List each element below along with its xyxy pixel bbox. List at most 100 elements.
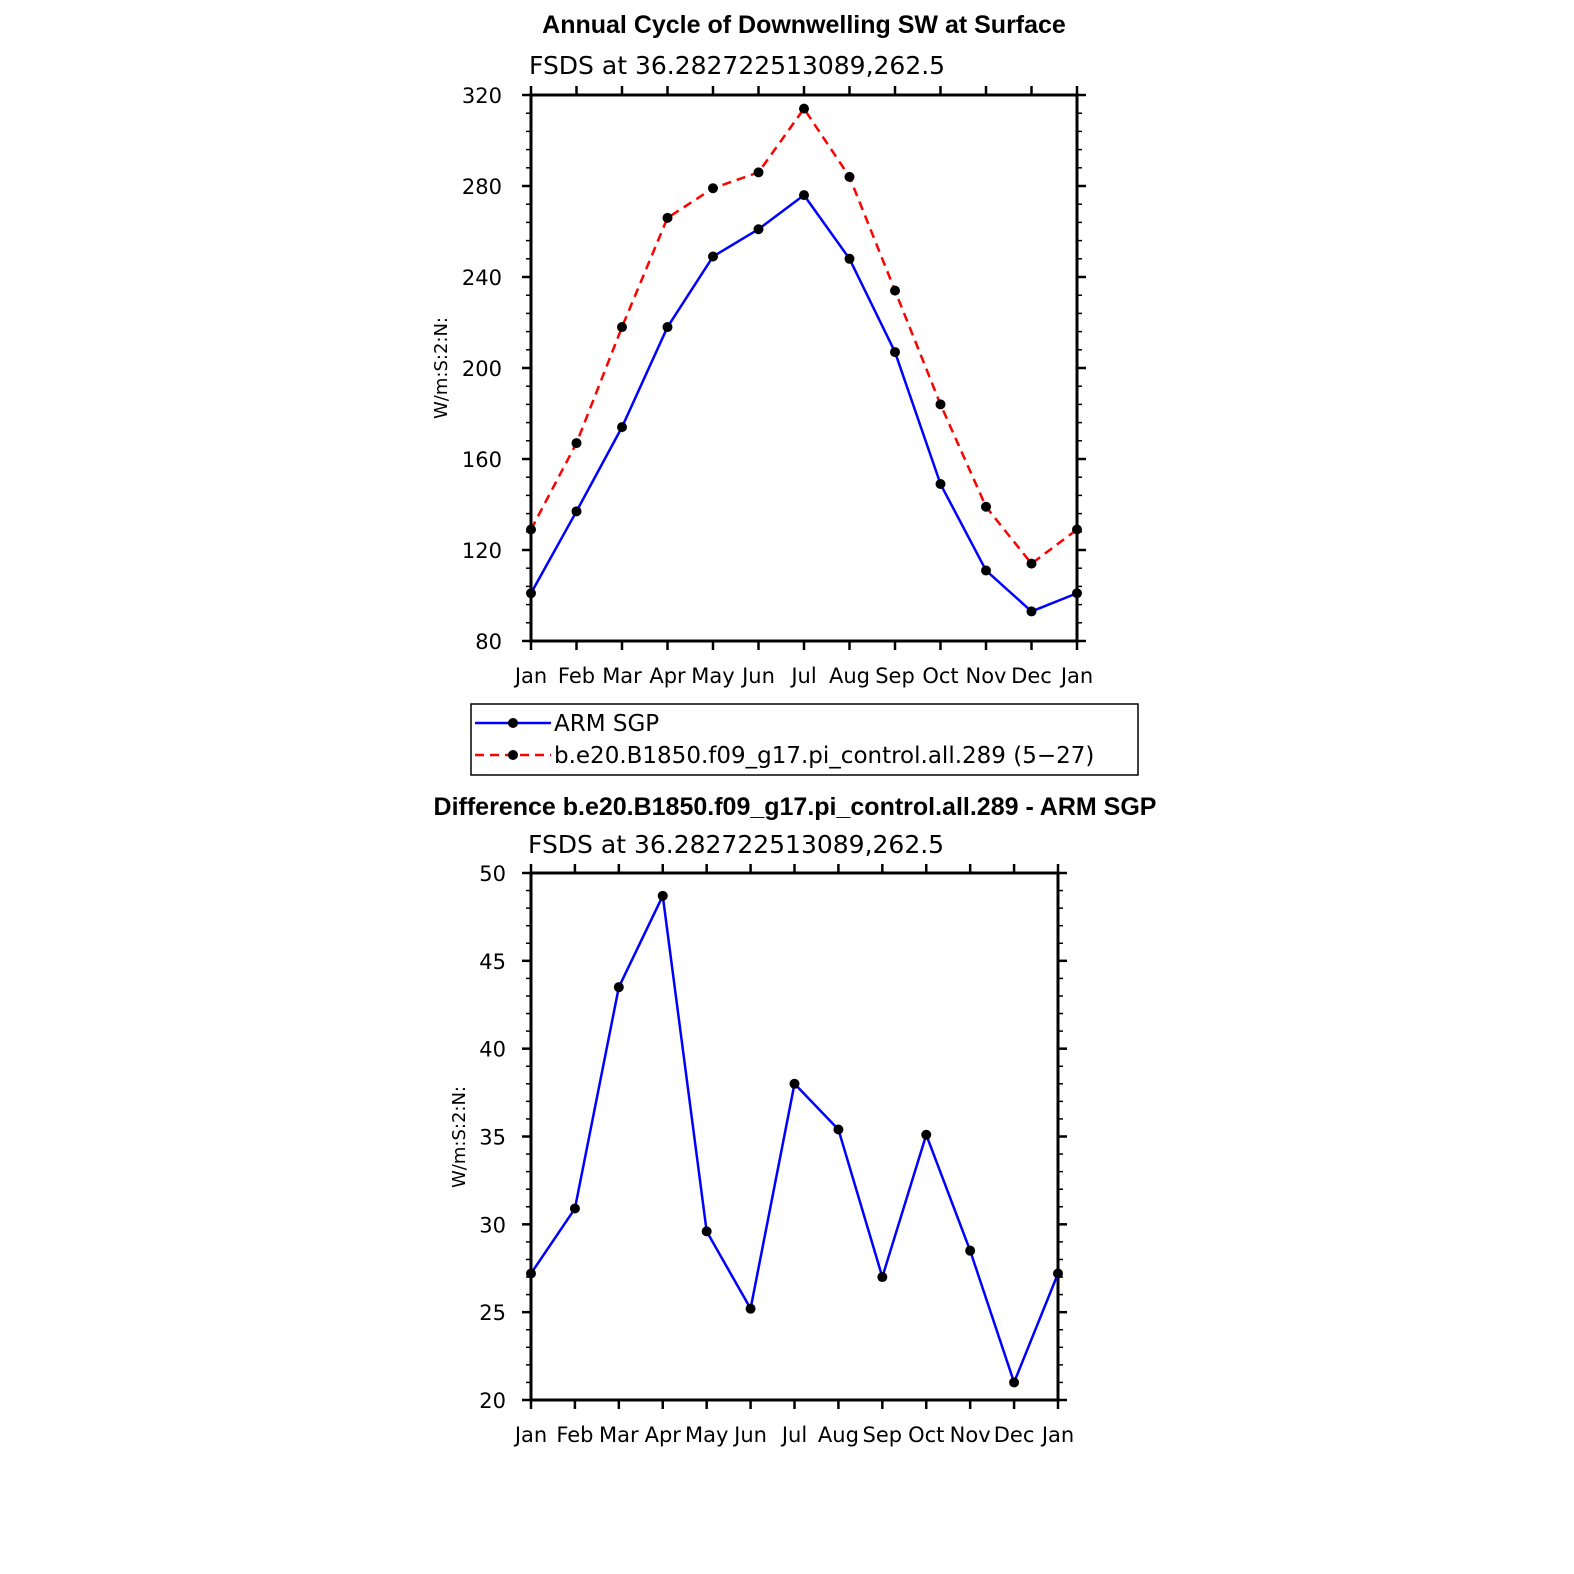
data-point (526, 524, 536, 535)
data-point (617, 322, 627, 333)
grid-ticks (522, 864, 1067, 1409)
legend: ARM SGP b.e20.B1850.f09_g17.pi_control.a… (470, 703, 1139, 776)
x-tick-label: Apr (645, 1423, 682, 1447)
data-point (921, 1129, 932, 1140)
chart-title: Annual Cycle of Downwelling SW at Surfac… (542, 11, 1066, 39)
series-lines (526, 103, 1082, 617)
x-tick-label: May (691, 664, 734, 688)
chart-subtitle: FSDS at 36.282722513089,262.5 (528, 830, 944, 859)
y-tick-label: 80 (475, 630, 502, 654)
x-tick-label: Mar (599, 1423, 639, 1447)
y-tick-label: 25 (479, 1301, 506, 1325)
x-tick-label: Jan (513, 664, 547, 688)
y-tick-label: 120 (462, 539, 502, 563)
data-point (844, 253, 855, 264)
x-tick-label: May (685, 1423, 728, 1447)
x-tick-labels: Jan Feb Mar Apr May Jun Jul Aug Sep Oct Nov Dec Jan (513, 1423, 1074, 1447)
data-point (571, 438, 582, 449)
y-tick-label: 280 (462, 175, 502, 199)
x-tick-labels: Jan Feb Mar Apr May Jun Jul Aug Sep Oct Nov Dec Jan (513, 664, 1093, 688)
data-point (662, 212, 673, 223)
legend-marker-model (508, 750, 518, 760)
data-point (708, 251, 718, 262)
x-tick-label: Jun (740, 664, 775, 688)
y-tick-label: 240 (462, 266, 502, 290)
y-tick-label: 40 (479, 1038, 506, 1062)
data-point (753, 224, 764, 235)
data-point (935, 399, 946, 410)
series-line (529, 107, 1078, 565)
grid-ticks (522, 86, 1086, 650)
series-line (529, 894, 1060, 1384)
data-point (662, 322, 673, 333)
data-point (844, 171, 855, 182)
series-lines (526, 890, 1063, 1388)
x-tick-label: Mar (602, 664, 642, 688)
legend-marker-arm-sgp (508, 718, 518, 728)
x-tick-label: Feb (558, 664, 595, 688)
x-tick-label: Dec (994, 1423, 1035, 1447)
data-point (799, 103, 809, 114)
y-tick-label: 20 (479, 1389, 506, 1413)
data-point (745, 1303, 756, 1314)
data-point (890, 285, 900, 296)
x-tick-label: Oct (922, 664, 958, 688)
data-point (657, 890, 668, 901)
y-axis-label: W/m:S:2:N: (431, 317, 452, 419)
data-point (1072, 524, 1082, 535)
chart-subtitle: FSDS at 36.282722513089,262.5 (529, 51, 945, 80)
series-line (529, 193, 1078, 613)
legend-box (470, 703, 1139, 776)
x-tick-label: Sep (863, 1423, 903, 1447)
plot-frame (529, 871, 1060, 1402)
y-tick-label: 35 (479, 1126, 506, 1150)
data-point (753, 167, 764, 178)
legend-label-model: b.e20.B1850.f09_g17.pi_control.all.289 (… (554, 743, 1094, 769)
data-point (877, 1272, 888, 1283)
y-tick-label: 320 (462, 84, 502, 108)
x-tick-label: Jun (732, 1423, 767, 1447)
data-point (526, 1268, 536, 1279)
data-point (981, 565, 991, 576)
x-tick-label: Aug (829, 664, 870, 688)
data-point (799, 190, 809, 201)
x-tick-label: Apr (649, 664, 686, 688)
data-point (981, 501, 991, 512)
y-tick-label: 200 (462, 357, 502, 381)
y-tick-labels: 80 120 160 200 240 280 320 (462, 84, 502, 654)
x-tick-label: Jul (780, 1423, 807, 1447)
data-point (935, 479, 946, 490)
y-tick-labels: 20 25 30 35 40 45 50 (479, 862, 506, 1413)
legend-label-arm-sgp: ARM SGP (554, 711, 659, 737)
data-point (1026, 606, 1037, 617)
data-point (526, 588, 536, 599)
data-point (1009, 1377, 1020, 1388)
annual-cycle-chart: Annual Cycle of Downwelling SW at Surfac… (431, 11, 1093, 688)
x-tick-label: Jan (513, 1423, 547, 1447)
x-tick-label: Jul (789, 664, 816, 688)
data-point (1026, 558, 1037, 569)
difference-chart: Difference b.e20.B1850.f09_g17.pi_contro… (434, 793, 1157, 1447)
x-tick-label: Aug (818, 1423, 859, 1447)
x-tick-label: Feb (556, 1423, 593, 1447)
x-tick-label: Jan (1040, 1423, 1074, 1447)
y-tick-label: 160 (462, 448, 502, 472)
data-point (613, 982, 624, 993)
x-tick-label: Nov (966, 664, 1007, 688)
x-tick-label: Sep (875, 664, 915, 688)
plot-frame (529, 93, 1079, 643)
data-point (1072, 588, 1082, 599)
y-tick-label: 50 (479, 862, 506, 886)
x-tick-label: Oct (908, 1423, 944, 1447)
data-point (571, 506, 582, 517)
x-tick-label: Dec (1011, 664, 1052, 688)
data-point (617, 422, 627, 433)
data-point (789, 1078, 800, 1089)
data-point (833, 1124, 844, 1135)
x-tick-label: Jan (1059, 664, 1093, 688)
data-point (569, 1203, 580, 1214)
y-tick-label: 45 (479, 950, 506, 974)
data-point (1053, 1268, 1063, 1279)
y-tick-label: 30 (479, 1213, 506, 1237)
